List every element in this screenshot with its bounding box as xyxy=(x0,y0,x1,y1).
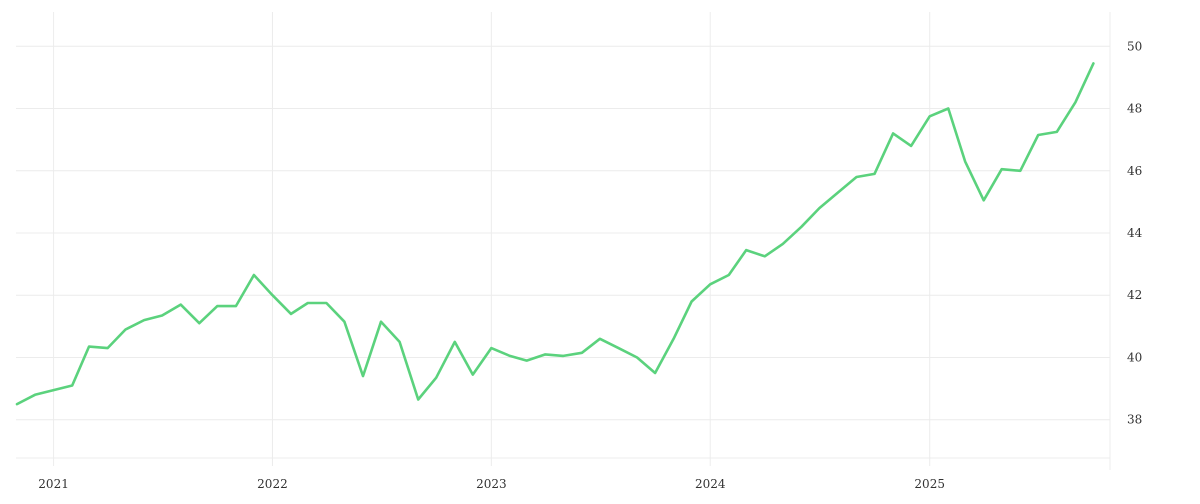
x-tick-label: 2022 xyxy=(257,477,288,491)
y-tick-label: 40 xyxy=(1127,350,1142,364)
series-layer xyxy=(15,62,1095,406)
x-axis-ticks: 2021 2022 2023 2024 2025 xyxy=(38,477,945,491)
x-tick-label: 2023 xyxy=(476,477,507,491)
x-tick-label: 2025 xyxy=(914,477,945,491)
y-axis-ticks: 38 40 42 44 46 48 50 xyxy=(1127,39,1143,426)
y-tick-label: 44 xyxy=(1127,226,1143,240)
y-tick-label: 50 xyxy=(1127,39,1142,53)
x-tick-label: 2021 xyxy=(38,477,69,491)
y-tick-label: 38 xyxy=(1127,413,1142,427)
y-tick-label: 42 xyxy=(1127,288,1142,302)
x-tick-label: 2024 xyxy=(695,477,726,491)
y-tick-label: 46 xyxy=(1127,164,1142,178)
y-tick-label: 48 xyxy=(1127,102,1142,116)
series-line xyxy=(15,62,1095,406)
gridlines xyxy=(16,12,1111,470)
